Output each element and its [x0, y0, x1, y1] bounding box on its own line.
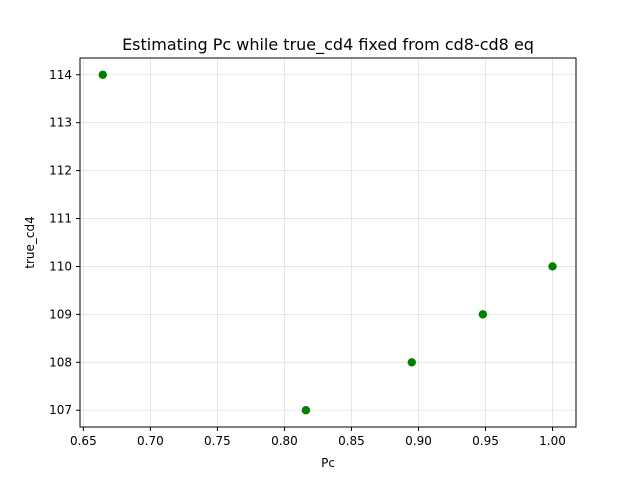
x-axis-label: Pc [321, 456, 335, 470]
data-points [98, 70, 557, 415]
x-tick-label: 0.75 [204, 434, 231, 448]
y-tick-label: 114 [49, 68, 72, 82]
x-tick-label: 0.85 [338, 434, 365, 448]
y-tick-label: 109 [49, 307, 72, 321]
y-tick-label: 111 [49, 212, 72, 226]
x-tick-label: 0.80 [271, 434, 298, 448]
y-tick-label: 113 [49, 116, 72, 130]
data-point [407, 358, 416, 367]
y-axis: 107 108 109 110 111 112 113 114 [49, 68, 80, 417]
x-axis: 0.65 0.70 0.75 0.80 0.85 0.90 0.95 1.00 [70, 427, 566, 448]
x-tick-label: 0.65 [70, 434, 97, 448]
grid-lines [80, 58, 576, 427]
x-tick-label: 0.90 [405, 434, 432, 448]
x-tick-label: 0.70 [137, 434, 164, 448]
data-point [98, 70, 107, 79]
data-point [548, 262, 557, 271]
data-point [301, 406, 311, 415]
y-tick-label: 110 [49, 259, 72, 273]
y-tick-label: 112 [49, 164, 72, 178]
chart-title: Estimating Pc while true_cd4 fixed from … [122, 35, 534, 55]
x-tick-label: 1.00 [539, 434, 566, 448]
y-tick-label: 107 [49, 403, 72, 417]
y-axis-label: true_cd4 [23, 216, 37, 268]
data-point [478, 310, 488, 319]
y-tick-label: 108 [49, 355, 72, 369]
plot-area [79, 57, 577, 428]
x-tick-label: 0.95 [472, 434, 499, 448]
